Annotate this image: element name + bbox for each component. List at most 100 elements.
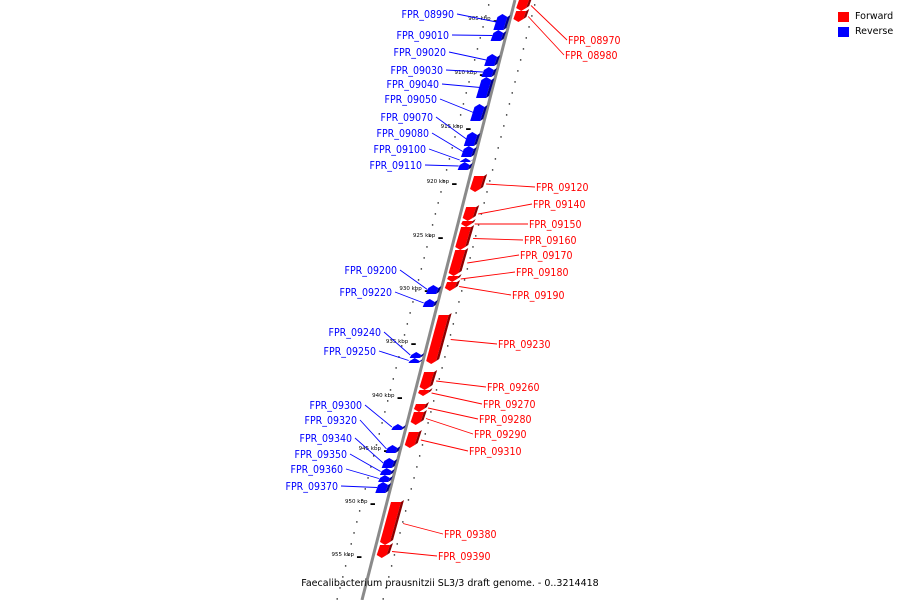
gene-feature-fpr_09230[interactable] bbox=[426, 313, 452, 364]
gene-label-fpr_09200[interactable]: FPR_09200 bbox=[345, 265, 397, 277]
gene-label-fpr_08990[interactable]: FPR_08990 bbox=[402, 9, 454, 21]
gene-face bbox=[385, 445, 398, 453]
gene-label-fpr_09350[interactable]: FPR_09350 bbox=[295, 449, 347, 461]
gene-feature-fpr_09070[interactable] bbox=[463, 132, 481, 146]
gene-feature-fpr_08980[interactable] bbox=[513, 9, 530, 22]
gene-label-fpr_09260[interactable]: FPR_09260 bbox=[487, 382, 539, 394]
gene-feature-fpr_09190[interactable] bbox=[444, 280, 461, 291]
gene-label-fpr_09290[interactable]: FPR_09290 bbox=[474, 429, 526, 441]
gene-face bbox=[426, 285, 439, 294]
gene-feature-fpr_09010[interactable] bbox=[490, 30, 507, 41]
gene-feature-fpr_09280[interactable] bbox=[413, 402, 429, 412]
gene-side bbox=[436, 313, 452, 361]
gene-face bbox=[459, 158, 471, 162]
gene-feature-fpr_09020[interactable] bbox=[484, 54, 501, 66]
gene-label-fpr_09370[interactable]: FPR_09370 bbox=[286, 481, 338, 493]
gene-label-fpr_09240[interactable]: FPR_09240 bbox=[329, 327, 381, 339]
gene-label-fpr_09120[interactable]: FPR_09120 bbox=[536, 182, 588, 194]
gene-label-fpr_09070[interactable]: FPR_09070 bbox=[381, 112, 433, 124]
track-dot bbox=[487, 4, 490, 6]
gene-label-fpr_08970[interactable]: FPR_08970 bbox=[568, 35, 620, 47]
gene-feature-fpr_09080[interactable] bbox=[460, 146, 477, 157]
gene-feature-fpr_09040[interactable] bbox=[476, 77, 495, 98]
gene-feature-fpr_09380[interactable] bbox=[380, 500, 404, 545]
gene-label-fpr_09100[interactable]: FPR_09100 bbox=[374, 144, 426, 156]
gene-side bbox=[390, 500, 404, 542]
track-dot bbox=[454, 136, 456, 138]
gene-label-fpr_09180[interactable]: FPR_09180 bbox=[516, 267, 568, 279]
gene-feature-fpr_09160[interactable] bbox=[455, 225, 475, 250]
gene-feature-fpr_09320[interactable] bbox=[385, 445, 401, 453]
gene-feature-fpr_09350[interactable] bbox=[379, 468, 395, 475]
gene-label-fpr_09050[interactable]: FPR_09050 bbox=[385, 94, 437, 106]
gene-feature-fpr_09390[interactable] bbox=[376, 543, 394, 558]
gene-feature-fpr_09100[interactable] bbox=[459, 158, 474, 162]
tick-mark bbox=[424, 290, 430, 292]
gene-feature-fpr_09150[interactable] bbox=[461, 219, 476, 227]
gene-label-fpr_09030[interactable]: FPR_09030 bbox=[391, 65, 443, 77]
gene-feature-fpr_09050[interactable] bbox=[470, 104, 488, 121]
track-dot bbox=[433, 400, 435, 402]
gene-label-fpr_09230[interactable]: FPR_09230 bbox=[498, 339, 550, 351]
track-dot bbox=[409, 312, 411, 314]
gene-label-fpr_09080[interactable]: FPR_09080 bbox=[377, 128, 429, 140]
gene-feature-fpr_09340[interactable] bbox=[381, 458, 398, 468]
gene-feature-fpr_09110[interactable] bbox=[457, 162, 473, 170]
gene-feature-fpr_08990[interactable] bbox=[493, 14, 511, 30]
track-dot bbox=[396, 543, 398, 545]
gene-connector bbox=[451, 34, 493, 36]
gene-label-fpr_09300[interactable]: FPR_09300 bbox=[310, 400, 362, 412]
gene-feature-fpr_09220[interactable] bbox=[422, 299, 438, 307]
gene-side bbox=[401, 425, 406, 430]
gene-label-fpr_08980[interactable]: FPR_08980 bbox=[565, 50, 617, 62]
gene-label-fpr_09320[interactable]: FPR_09320 bbox=[305, 415, 357, 427]
gene-label-fpr_09380[interactable]: FPR_09380 bbox=[444, 529, 496, 541]
gene-feature-fpr_09270[interactable] bbox=[418, 388, 433, 396]
gene-feature-fpr_09290[interactable] bbox=[410, 410, 427, 425]
gene-label-fpr_09190[interactable]: FPR_09190 bbox=[512, 290, 564, 302]
gene-feature-fpr_09370[interactable] bbox=[375, 482, 392, 493]
track-dot bbox=[393, 554, 396, 556]
gene-label-fpr_09270[interactable]: FPR_09270 bbox=[483, 399, 535, 411]
gene-feature-fpr_09170[interactable] bbox=[448, 248, 469, 276]
gene-label-fpr_09360[interactable]: FPR_09360 bbox=[291, 464, 343, 476]
gene-label-fpr_09160[interactable]: FPR_09160 bbox=[524, 235, 576, 247]
gene-label-fpr_09250[interactable]: FPR_09250 bbox=[324, 346, 376, 358]
track-dot bbox=[344, 565, 347, 567]
gene-feature-fpr_09360[interactable] bbox=[378, 475, 393, 482]
gene-side bbox=[526, 0, 532, 8]
gene-label-fpr_09280[interactable]: FPR_09280 bbox=[479, 414, 531, 426]
gene-label-fpr_09020[interactable]: FPR_09020 bbox=[394, 47, 446, 59]
gene-label-fpr_09170[interactable]: FPR_09170 bbox=[520, 250, 572, 262]
gene-feature-fpr_09120[interactable] bbox=[470, 174, 488, 192]
gene-label-fpr_09340[interactable]: FPR_09340 bbox=[300, 433, 352, 445]
gene-side bbox=[428, 388, 433, 393]
track-dot bbox=[388, 576, 390, 578]
gene-label-fpr_09310[interactable]: FPR_09310 bbox=[469, 446, 521, 458]
gene-face bbox=[448, 250, 466, 276]
track-dot bbox=[444, 356, 446, 358]
track-dot bbox=[466, 268, 469, 270]
track-dot bbox=[447, 345, 449, 347]
gene-feature-fpr_09260[interactable] bbox=[419, 370, 438, 390]
gene-label-fpr_09140[interactable]: FPR_09140 bbox=[533, 199, 585, 211]
gene-feature-fpr_09250[interactable] bbox=[408, 358, 423, 363]
track-dot bbox=[403, 334, 406, 336]
gene-feature-fpr_09140[interactable] bbox=[462, 205, 480, 221]
gene-feature-fpr_08970[interactable] bbox=[516, 0, 532, 11]
gene-connector bbox=[340, 485, 378, 488]
gene-label-fpr_09040[interactable]: FPR_09040 bbox=[387, 79, 439, 91]
gene-feature-fpr_09240[interactable] bbox=[409, 352, 425, 358]
gene-label-fpr_09220[interactable]: FPR_09220 bbox=[340, 287, 392, 299]
gene-label-fpr_09010[interactable]: FPR_09010 bbox=[397, 30, 449, 42]
gene-feature-fpr_09180[interactable] bbox=[447, 274, 462, 282]
gene-connector bbox=[436, 380, 487, 388]
gene-label-fpr_09150[interactable]: FPR_09150 bbox=[529, 219, 581, 231]
gene-feature-fpr_09300[interactable] bbox=[391, 424, 406, 430]
gene-label-fpr_09110[interactable]: FPR_09110 bbox=[370, 160, 422, 172]
gene-feature-fpr_09310[interactable] bbox=[404, 430, 422, 448]
gene-feature-fpr_09200[interactable] bbox=[426, 285, 442, 294]
gene-feature-fpr_09030[interactable] bbox=[481, 67, 497, 77]
gene-label-fpr_09390[interactable]: FPR_09390 bbox=[438, 551, 490, 563]
